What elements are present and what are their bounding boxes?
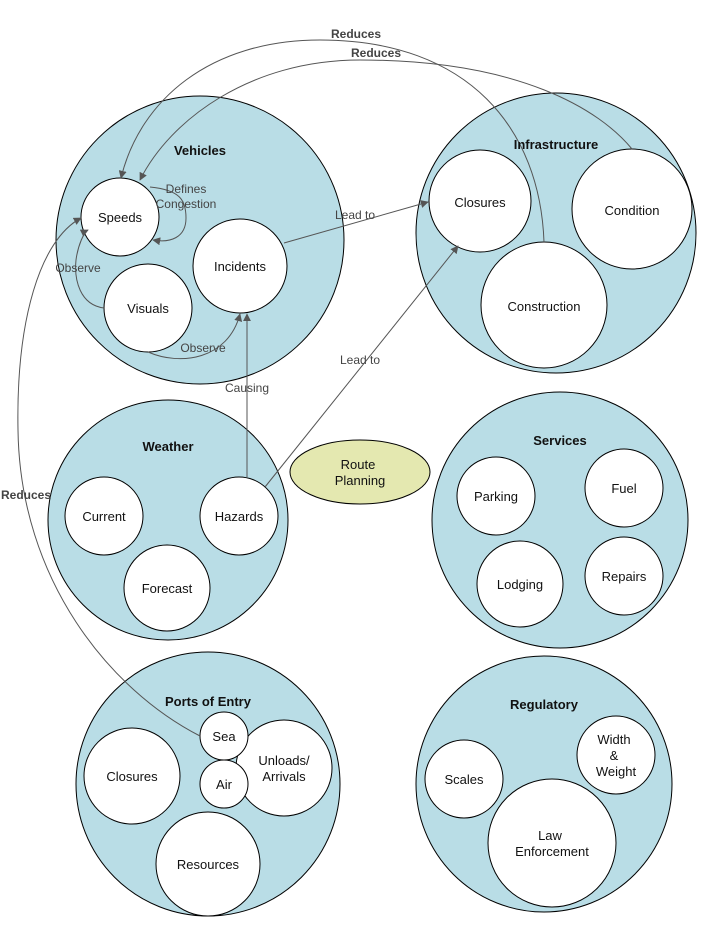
route-planning-node[interactable]: [289, 439, 431, 505]
hazards-node[interactable]: [199, 476, 279, 556]
unloads-arrivals-node[interactable]: [235, 719, 333, 817]
reduces-edge-construction: [118, 39, 545, 243]
regulatory-title: Regulatory: [510, 697, 579, 712]
route-planning-label-line2: Planning: [335, 473, 386, 488]
current-node[interactable]: [64, 476, 144, 556]
repairs-node[interactable]: [584, 536, 664, 616]
forecast-label: Forecast: [142, 581, 193, 596]
width-label-line1: Width: [597, 732, 630, 747]
current-label: Current: [82, 509, 126, 524]
condition-label: Condition: [605, 203, 660, 218]
weather-title: Weather: [142, 439, 193, 454]
lead-to-label-1: Lead to: [335, 208, 375, 222]
fuel-node[interactable]: [584, 448, 664, 528]
observe-label-bottom: Observe: [180, 341, 226, 355]
causing-label: Causing: [225, 381, 269, 395]
unloads-label-line1: Unloads/: [258, 753, 310, 768]
reduces-label-top1: Reduces: [331, 27, 381, 41]
reduces-edge-sea: [17, 217, 201, 737]
observe-visuals-speeds-edge: [75, 229, 105, 309]
resources-node[interactable]: [155, 811, 261, 917]
lodging-label: Lodging: [497, 577, 543, 592]
construction-label: Construction: [508, 299, 581, 314]
infrastructure-title: Infrastructure: [514, 137, 599, 152]
vehicles-title: Vehicles: [174, 143, 226, 158]
fuel-label: Fuel: [611, 481, 636, 496]
defines-congestion-edge: [149, 186, 187, 246]
air-label: Air: [216, 777, 233, 792]
incidents-node[interactable]: [192, 218, 288, 314]
width-label-line3: Weight: [596, 764, 637, 779]
infra-closures-label: Closures: [454, 195, 506, 210]
lead-to-incidents-closures-edge: [283, 200, 429, 244]
parking-label: Parking: [474, 489, 518, 504]
weather-group: [47, 399, 289, 641]
forecast-node[interactable]: [123, 544, 211, 632]
scales-node[interactable]: [424, 739, 504, 819]
resources-label: Resources: [177, 857, 240, 872]
width-label-line2: &: [610, 748, 619, 763]
reduces-edge-condition: [139, 59, 633, 181]
ports-closures-node[interactable]: [83, 727, 181, 825]
parking-node[interactable]: [456, 456, 536, 536]
reduces-label-left: Reduces: [1, 488, 51, 502]
repairs-label: Repairs: [602, 569, 647, 584]
observe-label-left: Observe: [55, 261, 101, 275]
air-node[interactable]: [199, 759, 249, 809]
lead-to-hazards-construction-edge: [264, 245, 459, 488]
infra-closures-node[interactable]: [428, 149, 532, 253]
speeds-label: Speeds: [98, 210, 143, 225]
defines-label-line1: Defines: [166, 182, 207, 196]
ports-title: Ports of Entry: [165, 694, 252, 709]
sea-label: Sea: [212, 729, 236, 744]
visuals-label: Visuals: [127, 301, 169, 316]
scales-label: Scales: [444, 772, 484, 787]
law-label-line2: Enforcement: [515, 844, 589, 859]
hazards-label: Hazards: [215, 509, 264, 524]
width-weight-node[interactable]: [576, 715, 656, 795]
law-enforcement-node[interactable]: [487, 778, 617, 908]
defines-label-line2: Congestion: [156, 197, 217, 211]
incidents-label: Incidents: [214, 259, 267, 274]
route-planning-label-line1: Route: [341, 457, 376, 472]
services-title: Services: [533, 433, 587, 448]
ports-closures-label: Closures: [106, 769, 158, 784]
reduces-label-top2: Reduces: [351, 46, 401, 60]
unloads-label-line2: Arrivals: [262, 769, 306, 784]
lead-to-label-2: Lead to: [340, 353, 380, 367]
law-label-line1: Law: [538, 828, 562, 843]
observe-visuals-incidents-edge: [147, 313, 243, 360]
lodging-node[interactable]: [476, 540, 564, 628]
